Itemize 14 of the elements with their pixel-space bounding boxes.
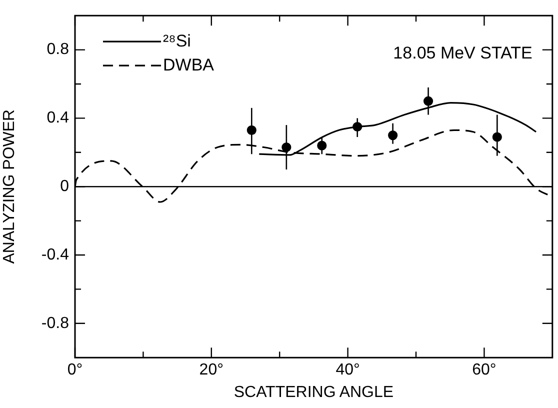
y-tick-label: 0.8 bbox=[46, 41, 70, 58]
annotation: 18.05 MeV STATE bbox=[393, 43, 532, 62]
y-tick-label: 0.4 bbox=[46, 110, 70, 127]
y-tick-label: 0 bbox=[60, 178, 70, 196]
y-tick-label: -0.8 bbox=[41, 314, 70, 332]
legend-label: DWBA bbox=[163, 55, 215, 74]
x-tick-label: 40° bbox=[336, 362, 360, 379]
legend-label: ²⁸Si bbox=[163, 31, 191, 50]
x-tick-label: 0° bbox=[67, 362, 83, 379]
x-axis-title: SCATTERING ANGLE bbox=[234, 384, 394, 401]
y-tick-label: -0.4 bbox=[41, 246, 70, 264]
x-tick-label: 20° bbox=[199, 362, 224, 379]
x-tick-label: 60° bbox=[472, 362, 496, 379]
y-axis-title: ANALYZING POWER bbox=[1, 109, 18, 264]
